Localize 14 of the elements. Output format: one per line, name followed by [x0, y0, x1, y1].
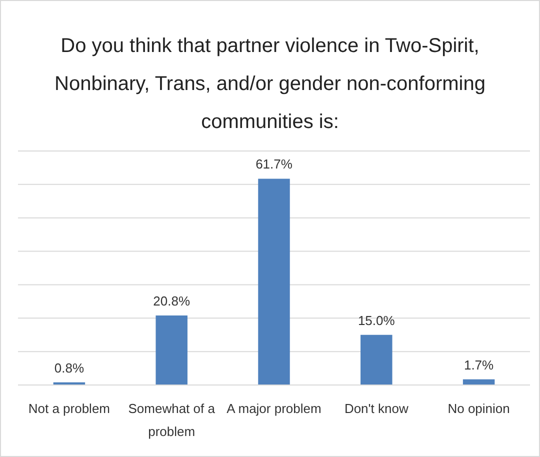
bar	[258, 178, 290, 385]
data-label: 1.7%	[464, 357, 494, 372]
x-tick-label: Somewhat of a problem	[128, 401, 216, 439]
data-label: 0.8%	[54, 360, 84, 376]
data-label: 15.0%	[358, 312, 396, 328]
x-tick-label: Don't know	[344, 401, 409, 416]
data-label: 61.7%	[256, 156, 293, 172]
bar	[156, 315, 188, 385]
data-label: 20.8%	[153, 293, 190, 308]
bar	[360, 334, 392, 385]
x-tick-label: A major problem	[226, 401, 322, 416]
chart-title: Do you think that partner violence in Two-Spirit, Nonbinary, Trans, and/or gender non-conforming communities is:	[54, 35, 486, 133]
x-tick-label: Not a problem	[28, 401, 110, 416]
x-tick-label: No opinion	[448, 401, 510, 416]
